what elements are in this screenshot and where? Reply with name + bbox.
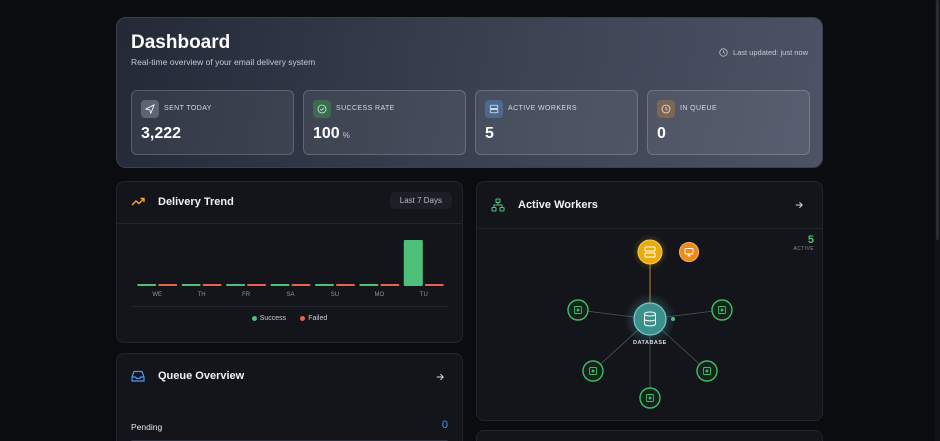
last-updated-text: Last updated: just now (732, 48, 808, 57)
stat-value: 0 (657, 125, 666, 142)
worker-node-2[interactable] (711, 299, 733, 321)
stat-unit: % (342, 131, 350, 140)
clock-icon (719, 48, 728, 57)
arrow-right-icon[interactable] (792, 198, 806, 212)
bar-success-mo (359, 284, 379, 286)
bar-success-fr (226, 284, 246, 286)
active-count-label: ACTIVE (793, 246, 814, 252)
stat-label: ACTIVE WORKERS (508, 105, 577, 112)
cpu-icon (589, 367, 597, 375)
page-title: Dashboard (131, 32, 231, 53)
monitor-node[interactable] (679, 242, 699, 262)
tick-label-sa: SA (286, 292, 294, 298)
worker-node-4[interactable] (696, 360, 718, 382)
last-updated: Last updated: just now (719, 48, 808, 57)
bar-failed-fr (247, 284, 267, 286)
database-label: DATABASE (633, 340, 667, 346)
active-count: 5 ACTIVE (794, 234, 814, 252)
check-circle-icon (313, 100, 331, 118)
card-title: Queue Overview (158, 370, 245, 382)
bar-failed-th (202, 284, 222, 286)
divider (117, 223, 462, 224)
server-icon (644, 246, 656, 258)
tick-label-fr: FR (242, 292, 251, 298)
stat-label: SENT TODAY (164, 105, 212, 112)
bar-success-sa (270, 284, 290, 286)
tick-label-tu: TU (420, 292, 428, 298)
legend-failed: Failed (300, 315, 327, 322)
divider (131, 306, 448, 307)
stat-card-active-workers: ACTIVE WORKERS 5 (475, 90, 638, 155)
cpu-core (720, 308, 724, 312)
card-title: Delivery Trend (158, 196, 234, 208)
worker-node-3[interactable] (582, 360, 604, 382)
stat-label: IN QUEUE (680, 105, 718, 112)
stat-value: 3,222 (141, 125, 182, 142)
active-count-value: 5 (807, 234, 814, 246)
database-icon (644, 311, 656, 327)
bar-failed-tu (424, 284, 444, 286)
inbox-icon (131, 370, 145, 382)
bar-failed-sa (291, 284, 311, 286)
card-title: Active Workers (518, 199, 598, 211)
worker-node-1[interactable] (567, 299, 589, 321)
tick-label-we: WE (152, 292, 162, 298)
scrollbar[interactable] (935, 0, 940, 441)
worker-network-diagram (567, 234, 733, 409)
monitor-icon (684, 248, 694, 257)
chart-legend: Success Failed (117, 315, 462, 322)
cpu-core (648, 396, 652, 400)
stat-card-sent-today: SENT TODAY 3,222 (131, 90, 294, 155)
cpu-core (576, 308, 580, 312)
next-card (476, 430, 823, 441)
stat-value: 100% (313, 125, 350, 142)
bar-failed-su (335, 284, 355, 286)
worker-node-5[interactable] (639, 387, 661, 409)
cpu-core (591, 369, 595, 373)
arrow-right-icon[interactable] (433, 370, 447, 384)
server-icon (485, 100, 503, 118)
trending-up-icon (131, 197, 145, 206)
pending-label: Pending (131, 422, 163, 432)
stat-card-success-rate: SUCCESS RATE 100% (303, 90, 466, 155)
active-workers-card: Active Workers 5 ACTIVE (476, 181, 823, 421)
send-icon (141, 100, 159, 118)
clock-icon (657, 100, 675, 118)
range-selector[interactable]: Last 7 Days (389, 192, 452, 209)
bar-success-we (137, 284, 157, 286)
cpu-icon (703, 367, 711, 375)
stat-label: SUCCESS RATE (336, 105, 395, 112)
bar-success-th (181, 284, 201, 286)
legend-success: Success (251, 315, 286, 322)
bar-success-tu (403, 240, 423, 286)
worker-nodes (567, 299, 733, 409)
cpu-icon (646, 394, 654, 402)
queue-overview-card: Queue Overview Pending 0 (116, 353, 463, 441)
divider (477, 228, 822, 229)
stat-card-in-queue: IN QUEUE 0 (647, 90, 810, 155)
tick-label-su: SU (331, 292, 339, 298)
bar-failed-mo (380, 284, 400, 286)
tick-label-mo: MO (375, 292, 385, 298)
pending-value: 0 (441, 419, 448, 431)
hub-node[interactable] (637, 239, 663, 265)
cpu-core (705, 369, 709, 373)
dashboard-header: Dashboard Real-time overview of your ema… (116, 17, 823, 168)
cpu-icon (574, 306, 582, 314)
cpu-icon (718, 306, 726, 314)
delivery-trend-card: Delivery Trend Last 7 Days WE TH FR SA SU MO T… (116, 181, 463, 343)
page-subtitle: Real-time overview of your email deliver… (131, 57, 316, 67)
tick-label-th: TH (198, 292, 206, 298)
stat-value: 5 (485, 125, 494, 142)
delivery-chart: WE TH FR SA SU MO TU (137, 240, 444, 298)
bar-failed-we (158, 284, 178, 286)
database-node[interactable] (633, 302, 667, 336)
scrollbar-thumb[interactable] (936, 0, 939, 240)
network-icon (491, 198, 505, 212)
bar-success-su (314, 284, 334, 286)
